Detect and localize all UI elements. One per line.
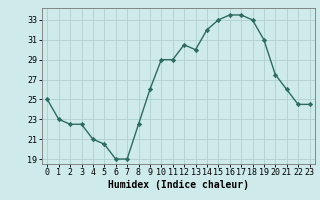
X-axis label: Humidex (Indice chaleur): Humidex (Indice chaleur) [108, 180, 249, 190]
